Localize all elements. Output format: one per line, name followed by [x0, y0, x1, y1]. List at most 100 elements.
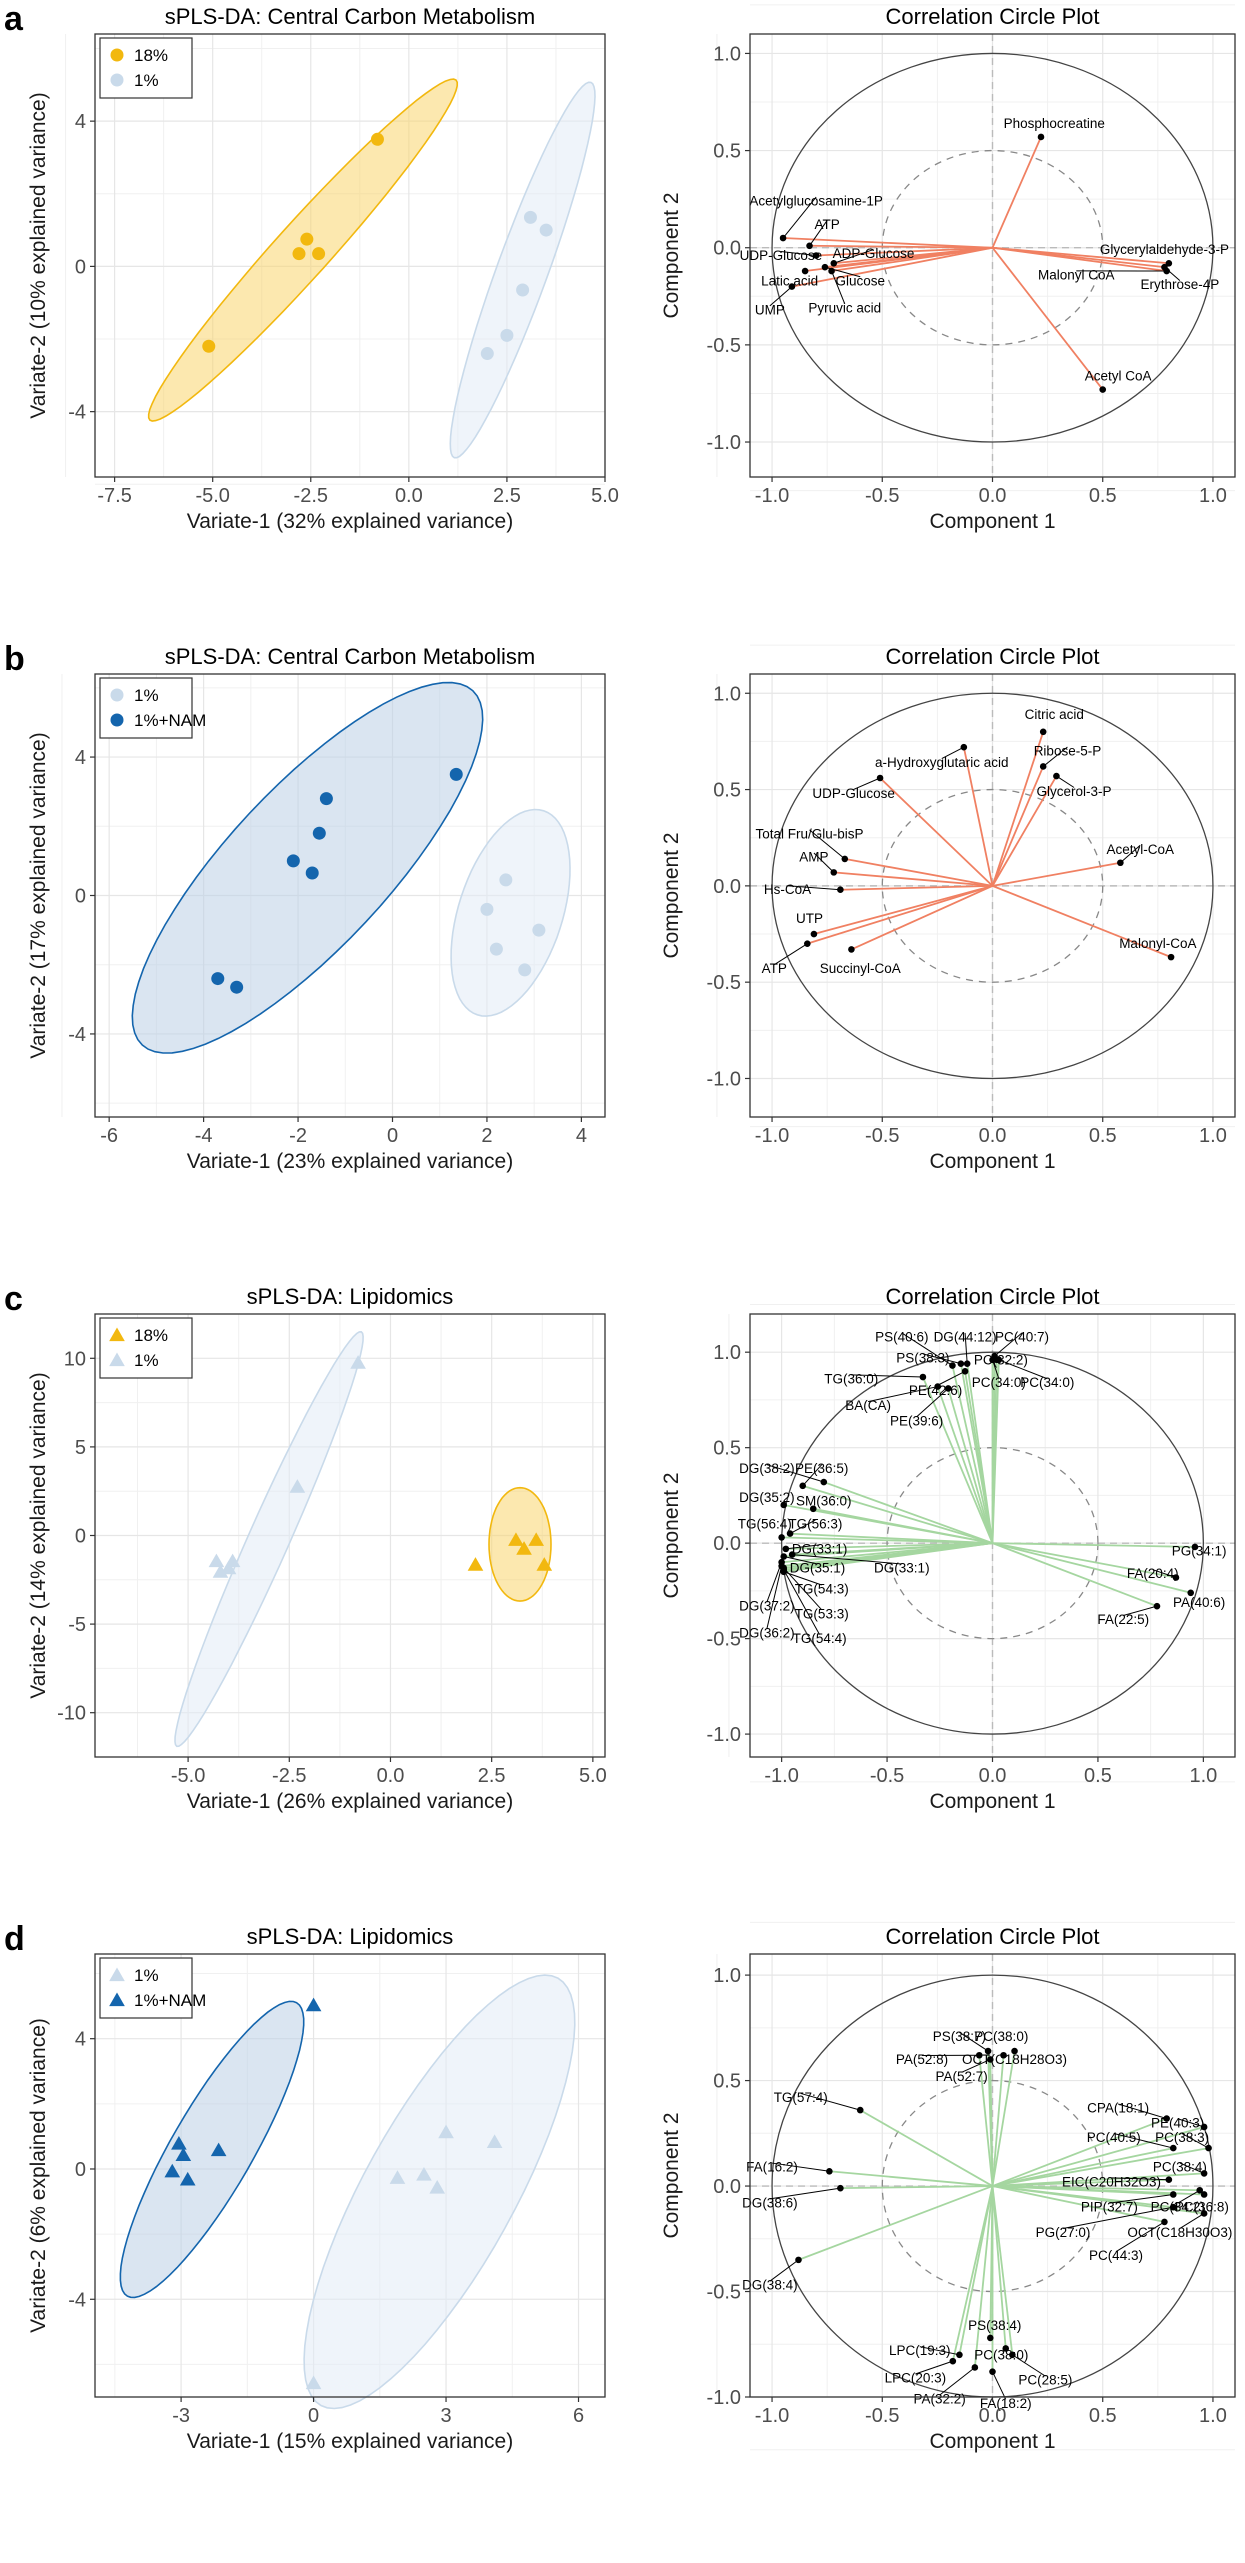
- x-tick-label: -0.5: [865, 2405, 899, 2427]
- y-tick-label: -1.0: [707, 1724, 741, 1746]
- label-leader-line: [771, 2162, 830, 2172]
- variable-label: SM(36:0): [796, 1494, 852, 1509]
- y-tick-label: 0.0: [713, 238, 741, 260]
- variable-point: [1099, 386, 1107, 393]
- loading-vector: [922, 1376, 994, 1544]
- chart-title: Correlation Circle Plot: [886, 644, 1100, 669]
- loading-vector: [992, 2185, 1205, 2196]
- panel-b: b -6 -4 -2 0 2 4 -4 0 4 sPLS-DA: Central Carbon M…: [0, 640, 1245, 1280]
- y-tick-label: 1.0: [713, 43, 741, 65]
- variable-point: [780, 1553, 788, 1560]
- loading-vector: [833, 871, 993, 887]
- variable-label: Glucose: [835, 273, 885, 288]
- y-tick-label: -4: [68, 1024, 86, 1046]
- loading-vector: [790, 1532, 993, 1545]
- variable-point: [830, 259, 838, 267]
- data-point: [389, 2170, 406, 2184]
- legend-box: [99, 37, 193, 99]
- label-leader-line: [922, 1353, 961, 1365]
- loading-vector: [783, 1542, 993, 1571]
- loading-vector: [802, 1484, 993, 1544]
- x-tick-label: 0.5: [1089, 485, 1117, 507]
- y-tick-label: -0.5: [707, 2282, 741, 2304]
- data-point: [292, 247, 306, 261]
- data-point: [508, 1532, 524, 1546]
- loading-vector: [813, 885, 993, 935]
- x-tick-label: -1.0: [755, 485, 789, 507]
- variable-point: [801, 267, 809, 275]
- variable-point: [1161, 2218, 1168, 2226]
- variable-label: PC(34:0): [972, 1375, 1026, 1390]
- loading-vector: [992, 2178, 1169, 2187]
- label-leader-line: [773, 943, 808, 966]
- scatter-plot: -7.5 -5.0 -2.5 0.0 2.5 5.0 -4 0 4 sPLS-DA: Centra…: [27, 4, 619, 533]
- y-tick-label: -1.0: [707, 432, 741, 454]
- loading-vector: [785, 1542, 993, 1550]
- variable-label: Acetylglucosamine-1P: [749, 194, 883, 209]
- loading-vector: [978, 2055, 994, 2187]
- x-tick-label: -4: [195, 1125, 213, 1147]
- x-axis-label: Component 1: [929, 1790, 1055, 1813]
- variable-label: PIP(32:7): [1081, 2200, 1138, 2215]
- loading-vector: [936, 1386, 994, 1544]
- plot-border: [94, 33, 606, 478]
- variable-label: FA(22:5): [1097, 1612, 1149, 1627]
- data-point: [429, 2180, 446, 2194]
- y-tick-label: 0: [75, 256, 86, 278]
- variable-point: [989, 1356, 996, 1364]
- label-leader-line: [780, 251, 817, 256]
- variable-label: PC(40:5): [1087, 2130, 1141, 2145]
- variable-point: [848, 946, 855, 953]
- x-tick-label: 0.0: [979, 485, 1007, 507]
- label-leader-line: [1012, 2354, 1046, 2377]
- loading-vector: [859, 2109, 993, 2187]
- variable-point: [1191, 1543, 1199, 1551]
- label-leader-line: [782, 196, 817, 239]
- label-leader-line: [787, 885, 841, 891]
- variable-label: TG(57:4): [774, 2090, 828, 2105]
- loading-vector: [792, 1542, 993, 1556]
- label-leader-line: [785, 1544, 820, 1550]
- label-leader-line: [766, 1464, 824, 1483]
- variable-label: PC(32:2): [974, 1352, 1028, 1367]
- legend-symbol: [110, 688, 124, 702]
- variable-point: [984, 2047, 992, 2055]
- x-axis-label: Variate-1 (26% explained variance): [187, 1790, 513, 1813]
- loading-vector: [947, 1388, 994, 1544]
- chart-title: Correlation Circle Plot: [886, 1924, 1100, 1949]
- data-point: [210, 2142, 227, 2157]
- label-leader-line: [1109, 2193, 1174, 2204]
- label-leader-line: [1062, 2206, 1174, 2229]
- variable-point: [1167, 953, 1175, 961]
- label-leader-line: [919, 2346, 960, 2356]
- variable-point: [837, 886, 844, 894]
- data-point: [202, 339, 216, 353]
- variable-point: [1169, 2144, 1177, 2152]
- legend-label: 1%+NAM: [134, 711, 206, 730]
- legend-label: 1%: [134, 686, 159, 705]
- label-leader-line: [769, 2187, 841, 2200]
- variable-point: [788, 283, 796, 290]
- label-leader-line: [867, 1386, 938, 1403]
- variable-point: [812, 252, 820, 259]
- label-leader-line: [802, 1464, 823, 1487]
- loading-vector: [992, 2147, 1174, 2187]
- label-leader-line: [1177, 2189, 1200, 2204]
- data-point: [518, 963, 532, 977]
- variable-point: [961, 1367, 969, 1375]
- x-axis-label: Component 1: [929, 2430, 1055, 2453]
- y-tick-label: -0.5: [707, 972, 741, 994]
- variable-point: [1200, 2170, 1208, 2177]
- y-axis-label: Variate-2 (14% explained variance): [27, 1372, 50, 1698]
- confidence-ellipse: [119, 2000, 305, 2299]
- x-tick-label: -6: [100, 1125, 118, 1147]
- x-axis-label: Variate-1 (23% explained variance): [187, 1150, 513, 1173]
- variable-point: [841, 855, 849, 863]
- variable-label: UDP-Glucose: [812, 786, 895, 801]
- variable-label: UMP: [755, 302, 785, 317]
- variable-point: [809, 1505, 817, 1513]
- x-tick-label: 0: [308, 2405, 319, 2427]
- variable-label: PS(38:7): [933, 2029, 986, 2044]
- data-point: [171, 2136, 187, 2150]
- loading-vector: [809, 244, 993, 249]
